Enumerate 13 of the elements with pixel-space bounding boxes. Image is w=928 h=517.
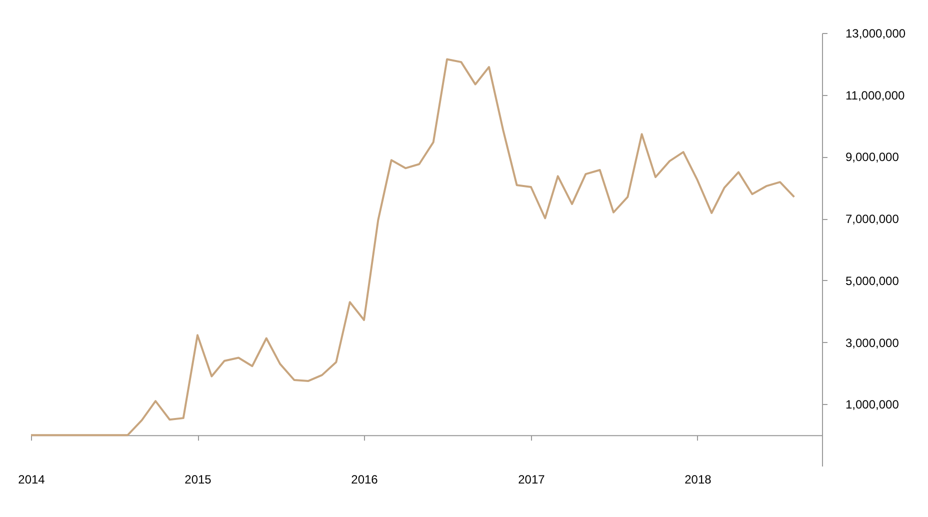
x-tick-label: 2017 [518,472,546,487]
x-tick-label: 2014 [18,472,46,487]
x-tick-label: 2018 [684,472,712,487]
x-tick-label: 2016 [351,472,378,487]
y-tick-label: 3,000,000 [846,336,900,350]
y-tick-label: 11,000,000 [846,88,905,102]
y-tick-label: 5,000,000 [846,274,900,288]
y-tick-label: 1,000,000 [846,398,900,412]
line-series [31,58,796,436]
y-tick-label: 7,000,000 [846,212,900,226]
y-tick-label: 9,000,000 [846,150,900,164]
y-tick-label: 13,000,000 [846,26,906,40]
x-tick-label: 2015 [184,472,212,487]
